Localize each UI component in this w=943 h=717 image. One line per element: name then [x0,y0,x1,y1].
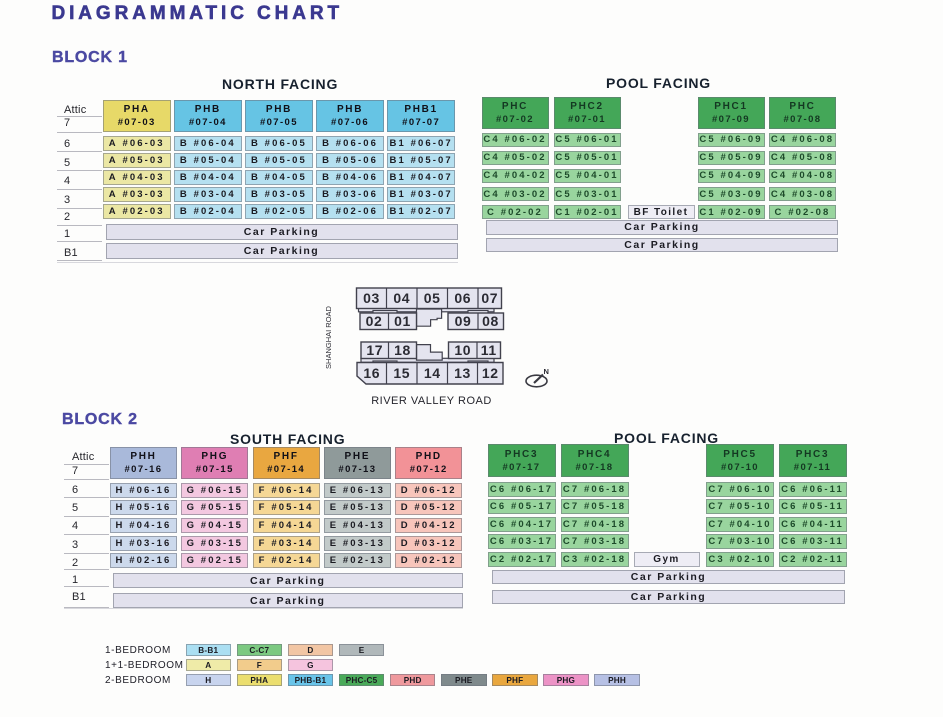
svg-text:10: 10 [454,342,471,358]
svg-text:07: 07 [481,290,498,306]
svg-text:16: 16 [363,365,380,381]
svg-text:15: 15 [393,365,410,381]
svg-text:05: 05 [424,290,441,306]
svg-text:13: 13 [454,365,471,381]
svg-text:17: 17 [366,342,383,358]
svg-text:SHANGHAI ROAD: SHANGHAI ROAD [324,305,333,369]
svg-text:04: 04 [393,290,410,306]
svg-text:08: 08 [482,313,499,329]
svg-text:02: 02 [366,313,383,329]
svg-text:RIVER VALLEY ROAD: RIVER VALLEY ROAD [371,395,492,407]
svg-text:03: 03 [363,290,380,306]
svg-text:11: 11 [481,342,497,358]
svg-text:14: 14 [424,365,441,381]
svg-text:01: 01 [394,313,411,329]
svg-text:N: N [544,367,549,376]
svg-text:12: 12 [482,365,499,381]
svg-text:09: 09 [455,313,472,329]
svg-text:18: 18 [394,342,411,358]
svg-text:06: 06 [454,290,471,306]
